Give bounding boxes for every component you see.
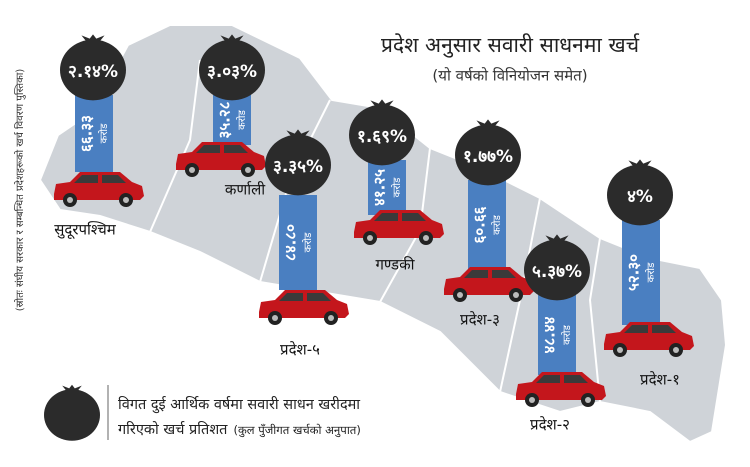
car-hub [423, 235, 429, 241]
car-hub [529, 397, 535, 403]
car-hub [457, 292, 463, 298]
percent: ५.३७% [532, 262, 582, 282]
car-hub [367, 235, 373, 241]
unit: करोड [236, 109, 248, 129]
amount: ४८.४४ [541, 316, 559, 353]
amount-bar [538, 295, 576, 375]
car-window [536, 375, 588, 383]
car-window [374, 213, 426, 221]
unit: करोड [491, 214, 503, 234]
bag-body [199, 39, 265, 101]
amount: ४१.२५ [371, 169, 389, 206]
subtitle: (यो वर्षको विनियोजन समेत) [432, 67, 587, 85]
car-window [74, 175, 126, 183]
car-hub [272, 315, 278, 321]
car-window [624, 325, 676, 333]
car-hub [245, 167, 251, 173]
money-bag [524, 234, 590, 301]
car [54, 172, 144, 207]
car-hub [585, 397, 591, 403]
province-name: प्रदेश-२ [530, 416, 570, 434]
car-window [464, 270, 516, 278]
percent: १.६९% [357, 127, 407, 147]
title: प्रदेश अनुसार सवारी साधनमा खर्च [381, 33, 640, 58]
province-name: गण्डकी [375, 256, 415, 274]
unit: करोड [302, 232, 314, 252]
bag-body [524, 239, 590, 301]
money-bag [455, 119, 521, 186]
amount: ८४.८० [282, 224, 300, 261]
car-hub [67, 197, 73, 203]
car [516, 372, 606, 407]
car-hub [123, 197, 129, 203]
province-name: प्रदेश-३ [460, 311, 500, 329]
money-bag [44, 384, 100, 441]
percent: ३.३५% [273, 157, 323, 177]
legend-note: (कुल पुँजीगत खर्चको अनुपात) [233, 423, 360, 438]
car-hub [328, 315, 334, 321]
car [604, 322, 694, 357]
car [259, 290, 349, 325]
bag-body [455, 124, 521, 186]
unit: करोड [561, 324, 573, 344]
amount-bar [622, 220, 660, 325]
legend-text: गरिएको खर्च प्रतिशत [118, 421, 228, 438]
car [444, 267, 534, 302]
amount-bar [213, 95, 251, 145]
amount: ५२.३० [625, 254, 643, 291]
bag-body [607, 164, 673, 226]
money-bag [60, 34, 126, 101]
money-bag [607, 159, 673, 226]
bag-body [44, 389, 100, 441]
car-window [279, 293, 331, 301]
car [176, 142, 266, 177]
border [149, 59, 201, 233]
unit: करोड [98, 123, 110, 143]
province-name: प्रदेश-१ [640, 371, 680, 389]
amount: ६०.६६ [471, 206, 489, 243]
car-hub [189, 167, 195, 173]
car-hub [617, 347, 623, 353]
legend-text: विगत दुई आर्थिक वर्षमा सवारी साधन खरीदमा [118, 396, 360, 414]
province-name: कर्णाली [225, 181, 266, 199]
province-name: सुदूरपश्चिम [54, 221, 117, 240]
money-bag [349, 99, 415, 166]
unit: करोड [645, 262, 657, 282]
money-bag [199, 34, 265, 101]
amount: ३५.२८ [216, 101, 234, 138]
car [354, 210, 444, 245]
percent: २.१४% [68, 62, 118, 82]
amount-bar [468, 180, 506, 270]
province-name: प्रदेश-५ [280, 341, 320, 359]
car-window [196, 145, 248, 153]
percent: १.७७% [463, 147, 513, 167]
percent: ३.०३% [207, 62, 257, 82]
border [588, 237, 601, 403]
amount-bar [368, 160, 406, 215]
car-hub [513, 292, 519, 298]
amount-bar [279, 195, 317, 290]
bag-body [60, 39, 126, 101]
source: (स्रोतः संघीय सरकार र सम्बन्धित प्रदेशहर… [14, 69, 26, 312]
bag-body [265, 134, 331, 196]
money-bag [265, 129, 331, 196]
unit: करोड [391, 177, 403, 197]
percent: ४% [627, 187, 653, 207]
amount: ६६.३३ [78, 115, 96, 152]
legend-text: गरिएको खर्च प्रतिशत (कुल पुँजीगत खर्चको अ… [118, 421, 361, 438]
car-hub [673, 347, 679, 353]
bag-body [349, 104, 415, 166]
amount-bar [75, 95, 113, 172]
